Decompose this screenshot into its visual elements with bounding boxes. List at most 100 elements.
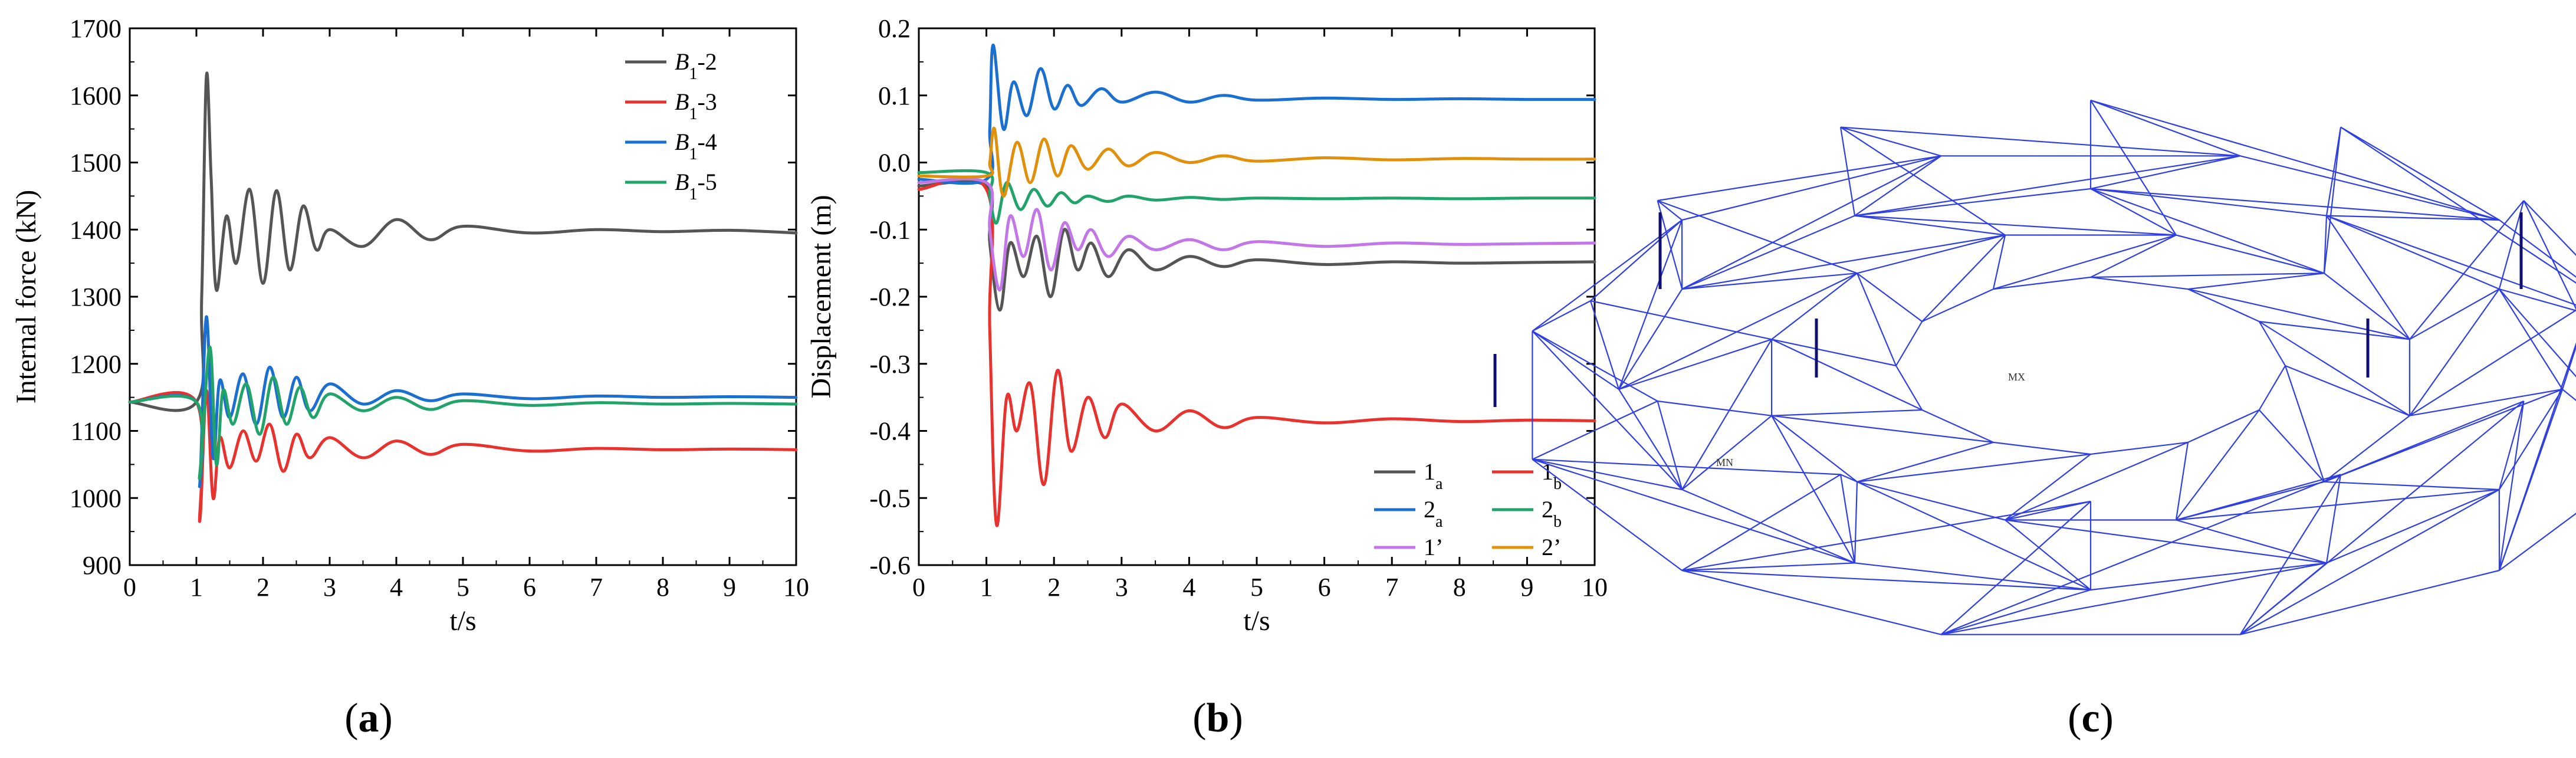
structure-member bbox=[1682, 570, 2091, 590]
legend-entry: B1-3 bbox=[675, 88, 717, 123]
structure-member bbox=[1682, 501, 2091, 570]
y-tick-label: 1500 bbox=[70, 149, 121, 178]
x-axis-title: t/s bbox=[1243, 605, 1270, 636]
structure-member bbox=[2410, 301, 2576, 416]
structure-member bbox=[2327, 474, 2341, 563]
legend-entry: B1-5 bbox=[675, 169, 717, 204]
plot-frame bbox=[919, 28, 1595, 565]
x-tick-label: 1 bbox=[980, 573, 993, 602]
structure-member bbox=[2240, 490, 2499, 635]
series-line bbox=[130, 73, 796, 411]
panel-label-c: (c) bbox=[2068, 695, 2114, 741]
y-tick-label: 1400 bbox=[70, 215, 121, 244]
structure-member bbox=[1993, 277, 2091, 289]
x-tick-label: 6 bbox=[1318, 573, 1331, 602]
structure-member bbox=[2499, 401, 2524, 570]
structure-member bbox=[2259, 410, 2324, 482]
structure-member bbox=[2176, 235, 2324, 274]
structure-member bbox=[2259, 321, 2285, 366]
structure-member bbox=[2259, 321, 2410, 339]
max-marker-label: MX bbox=[2008, 371, 2025, 383]
legend-entry: 2b bbox=[1542, 496, 1562, 531]
structure-member bbox=[1857, 482, 2005, 520]
x-tick-label: 1 bbox=[190, 573, 203, 602]
y-tick-label: -0.4 bbox=[869, 417, 911, 446]
y-tick-label: 900 bbox=[83, 551, 121, 580]
structure-member bbox=[2499, 301, 2576, 570]
series-line bbox=[919, 170, 1595, 223]
structure-member bbox=[1855, 482, 1857, 563]
y-tick-label: -0.5 bbox=[869, 484, 911, 513]
x-tick-label: 5 bbox=[456, 573, 469, 602]
structure-member bbox=[2091, 100, 2240, 156]
structure-member bbox=[1841, 127, 2005, 235]
structure-member bbox=[1532, 460, 1855, 563]
y-axis-title: Displacement (m) bbox=[806, 195, 837, 398]
structure-member bbox=[2176, 442, 2188, 520]
structure-member bbox=[1855, 563, 2091, 590]
x-tick-label: 6 bbox=[523, 573, 536, 602]
structure-member bbox=[1855, 156, 2240, 215]
structure-member bbox=[2091, 100, 2499, 220]
structure-member bbox=[1993, 235, 2005, 290]
x-tick-label: 10 bbox=[783, 573, 809, 602]
y-tick-label: 1700 bbox=[70, 14, 121, 43]
x-axis-title: t/s bbox=[449, 605, 476, 636]
structure-member bbox=[1922, 235, 2005, 322]
legend-entry: 2’ bbox=[1542, 534, 1561, 560]
structure-member bbox=[1591, 301, 1772, 339]
structure-member bbox=[2324, 416, 2410, 482]
y-tick-label: 0.2 bbox=[878, 14, 911, 43]
series-line bbox=[919, 128, 1595, 196]
structure-member bbox=[1772, 339, 1922, 410]
x-tick-label: 3 bbox=[323, 573, 336, 602]
structure-member bbox=[1772, 410, 1922, 416]
structure-member bbox=[2341, 127, 2499, 220]
y-tick-label: -0.6 bbox=[869, 551, 911, 580]
series-line bbox=[130, 347, 796, 478]
structure-member bbox=[2259, 366, 2285, 410]
legend-entry: 1a bbox=[1424, 458, 1443, 493]
structure-member bbox=[2410, 289, 2499, 416]
structure-member bbox=[2091, 273, 2324, 277]
y-tick-label: 0.0 bbox=[878, 149, 911, 178]
x-tick-label: 4 bbox=[390, 573, 403, 602]
panel-letter-c: c bbox=[2081, 695, 2099, 741]
structure-member bbox=[1855, 216, 2005, 235]
structure-member bbox=[2327, 216, 2499, 289]
structure-member bbox=[2188, 410, 2259, 442]
y-tick-label: -0.1 bbox=[869, 215, 911, 244]
x-tick-label: 9 bbox=[723, 573, 736, 602]
legend-entry: 2a bbox=[1424, 496, 1443, 531]
structure-member bbox=[2091, 189, 2176, 235]
structure-member bbox=[2091, 277, 2188, 289]
panel-letter-a: a bbox=[359, 695, 379, 741]
structure-member bbox=[2499, 289, 2576, 331]
x-tick-label: 8 bbox=[656, 573, 669, 602]
structure-member bbox=[2188, 289, 2259, 321]
x-tick-label: 0 bbox=[912, 573, 925, 602]
x-tick-label: 0 bbox=[123, 573, 136, 602]
structure-member bbox=[1532, 460, 1841, 475]
structure-member bbox=[1682, 416, 1772, 490]
x-tick-label: 10 bbox=[1582, 573, 1608, 602]
structure-member bbox=[1591, 220, 1682, 301]
legend-entry: 1’ bbox=[1424, 534, 1443, 560]
structure-member bbox=[1658, 401, 1772, 416]
y-tick-label: 1200 bbox=[70, 350, 121, 379]
structure-member bbox=[2499, 460, 2576, 570]
x-tick-label: 5 bbox=[1250, 573, 1263, 602]
svg-text:(c): (c) bbox=[2068, 695, 2114, 741]
structure-member bbox=[1772, 339, 1896, 366]
y-tick-label: 1000 bbox=[70, 484, 121, 513]
structure-member bbox=[2410, 201, 2524, 339]
structure-member bbox=[2499, 289, 2576, 460]
structure-member bbox=[1772, 273, 1857, 339]
structure-member bbox=[1857, 235, 2005, 274]
structure-member bbox=[1941, 590, 2091, 635]
structure-member bbox=[1857, 454, 2091, 482]
structure-member bbox=[2324, 127, 2341, 274]
